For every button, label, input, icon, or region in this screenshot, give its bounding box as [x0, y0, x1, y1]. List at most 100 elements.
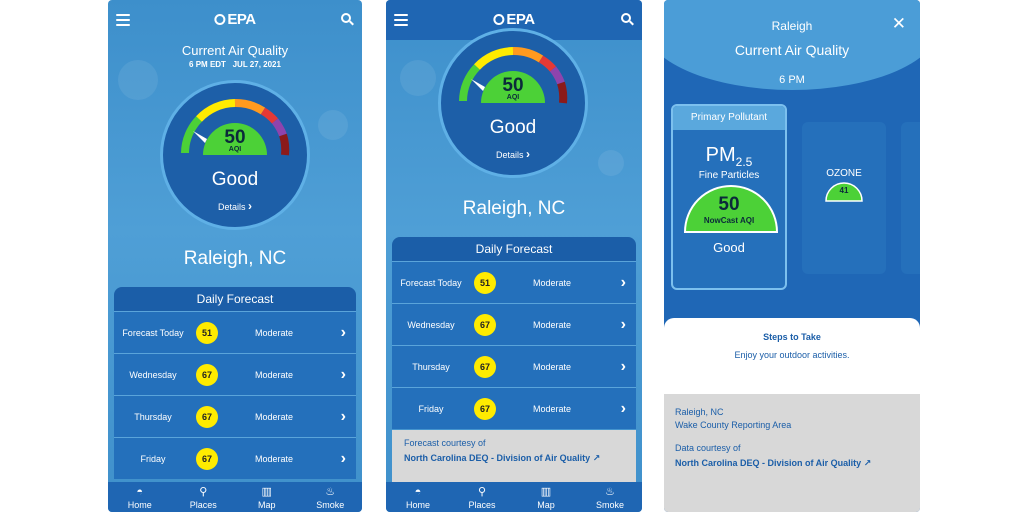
daily-forecast-panel: Daily Forecast Forecast Today 51 Moderat… [114, 287, 356, 479]
forecast-row[interactable]: Wednesday 67 Moderate › [114, 353, 356, 395]
pollutant-card-pm25[interactable]: Primary Pollutant PM2.5 Fine Particles 5… [671, 104, 787, 290]
nav-home[interactable]: ◓ Home [108, 482, 172, 512]
aqi-category: Good [489, 117, 537, 138]
forecast-category: Moderate [254, 411, 294, 422]
forecast-category: Moderate [254, 327, 294, 338]
page-title: Current Air Quality [181, 43, 289, 58]
aqi-dial[interactable]: 50 AQI Good Details › [160, 80, 310, 230]
bottom-nav: ◓ Home ⚲ Places ▥ Map ♨ Smoke [108, 482, 362, 512]
nowcast-aqi-value: 50 [718, 194, 740, 215]
daily-forecast-panel: Daily Forecast Forecast Today 51 Moderat… [392, 237, 636, 429]
aqi-gauge-arc [459, 47, 568, 104]
chevron-right-icon: › [340, 449, 346, 467]
steps-title: Steps to Take [763, 332, 821, 342]
forecast-category: Moderate [532, 361, 572, 372]
close-icon[interactable]: ✕ [891, 14, 906, 33]
pollutant-card-next[interactable] [901, 122, 920, 274]
pollutant-description: Fine Particles [698, 170, 760, 181]
forecast-row[interactable]: Friday 67 Moderate › [114, 437, 356, 479]
courtesy-label: Forecast courtesy of [404, 438, 486, 448]
background-bubble [598, 150, 624, 176]
phone-screen-details: Raleigh ✕ Current Air Quality 6 PM Prima… [664, 0, 920, 512]
chevron-right-icon: › [620, 399, 626, 417]
map-icon: ▥ [540, 486, 552, 498]
city-name: Raleigh [771, 19, 813, 33]
phone-screen-scrolled: EPA 50 AQI Good Details › Raleigh, NC Da… [386, 0, 642, 512]
aqi-label: AQI [228, 146, 242, 153]
forecast-row[interactable]: Friday 67 Moderate › [392, 387, 636, 429]
reporting-area-panel: Raleigh, NC Wake County Reporting Area D… [664, 394, 920, 512]
area-city: Raleigh, NC [675, 407, 724, 417]
forecast-day: Friday [140, 453, 166, 464]
nav-home[interactable]: ◓ Home [386, 482, 450, 512]
forecast-title: Daily Forecast [475, 242, 553, 256]
home-icon: ◓ [136, 486, 144, 498]
epa-logo: EPA [214, 11, 256, 28]
chevron-right-icon: › [340, 365, 346, 383]
forecast-category: Moderate [254, 453, 294, 464]
ozone-gauge [825, 182, 863, 202]
forecast-category: Moderate [532, 403, 572, 414]
map-icon: ▥ [261, 486, 272, 498]
smoke-icon: ♨ [605, 486, 615, 498]
home-icon: ◓ [414, 486, 422, 498]
external-link-icon: ↗ [863, 458, 872, 468]
ozone-aqi-value: 41 [839, 186, 849, 195]
nav-smoke[interactable]: ♨ Smoke [578, 482, 642, 512]
forecast-day: Forecast Today [400, 277, 462, 288]
chevron-right-icon: › [248, 199, 253, 213]
chevron-right-icon: › [620, 357, 626, 375]
forecast-day: Friday [418, 403, 444, 414]
details-link[interactable]: Details › [495, 147, 531, 161]
chevron-right-icon: › [620, 273, 626, 291]
forecast-row[interactable]: Forecast Today 51 Moderate › [392, 261, 636, 303]
aqi-dial[interactable]: 50 AQI Good Details › [438, 28, 588, 178]
chevron-right-icon: › [526, 147, 531, 161]
aqi-badge: 67 [196, 363, 218, 386]
header-band [664, 0, 920, 90]
aqi-badge: 67 [196, 405, 218, 428]
background-bubble [400, 60, 436, 96]
forecast-row[interactable]: Wednesday 67 Moderate › [392, 303, 636, 345]
aqi-category: Good [211, 169, 259, 190]
forecast-day: Thursday [412, 361, 450, 372]
forecast-day: Wednesday [407, 319, 455, 330]
search-icon[interactable] [341, 13, 354, 26]
forecast-courtesy: Forecast courtesy of North Carolina DEQ … [392, 430, 636, 482]
forecast-category: Moderate [532, 319, 572, 330]
data-source-link[interactable]: North Carolina DEQ - Division of Air Qua… [675, 458, 872, 468]
details-link[interactable]: Details › [217, 199, 253, 213]
area-name: Wake County Reporting Area [675, 420, 792, 430]
aqi-badge: 67 [474, 355, 496, 378]
chevron-right-icon: › [620, 315, 626, 333]
page-title: Current Air Quality [734, 42, 850, 58]
forecast-row[interactable]: Forecast Today 51 Moderate › [114, 311, 356, 353]
nav-map[interactable]: ▥ Map [235, 482, 299, 512]
pollutant-card-ozone[interactable]: OZONE 41 [802, 122, 886, 274]
forecast-title: Daily Forecast [196, 292, 274, 306]
forecast-day: Thursday [134, 411, 172, 422]
location-name: Raleigh, NC [183, 248, 287, 269]
nav-places[interactable]: ⚲ Places [450, 482, 514, 512]
menu-icon[interactable] [394, 14, 408, 26]
aqi-badge: 67 [196, 447, 218, 470]
nav-map[interactable]: ▥ Map [514, 482, 578, 512]
aqi-label: AQI [506, 94, 520, 101]
courtesy-source-link[interactable]: North Carolina DEQ - Division of Air Qua… [404, 453, 601, 463]
aqi-value: 50 [502, 75, 524, 96]
search-icon[interactable] [621, 13, 634, 26]
forecast-category: Moderate [254, 369, 294, 380]
data-courtesy-label: Data courtesy of [675, 443, 741, 453]
nowcast-aqi-label: NowCast AQI [703, 216, 755, 225]
menu-icon[interactable] [116, 14, 130, 26]
primary-pollutant-label: Primary Pollutant [673, 106, 785, 130]
nowcast-gauge [683, 185, 779, 233]
bottom-nav: ◓ Home ⚲ Places ▥ Map ♨ Smoke [386, 482, 642, 512]
nav-smoke[interactable]: ♨ Smoke [299, 482, 363, 512]
forecast-row[interactable]: Thursday 67 Moderate › [392, 345, 636, 387]
nav-places[interactable]: ⚲ Places [172, 482, 236, 512]
ozone-label: OZONE [826, 168, 862, 179]
forecast-row[interactable]: Thursday 67 Moderate › [114, 395, 356, 437]
background-bubble [118, 60, 158, 100]
forecast-day: Wednesday [129, 369, 177, 380]
